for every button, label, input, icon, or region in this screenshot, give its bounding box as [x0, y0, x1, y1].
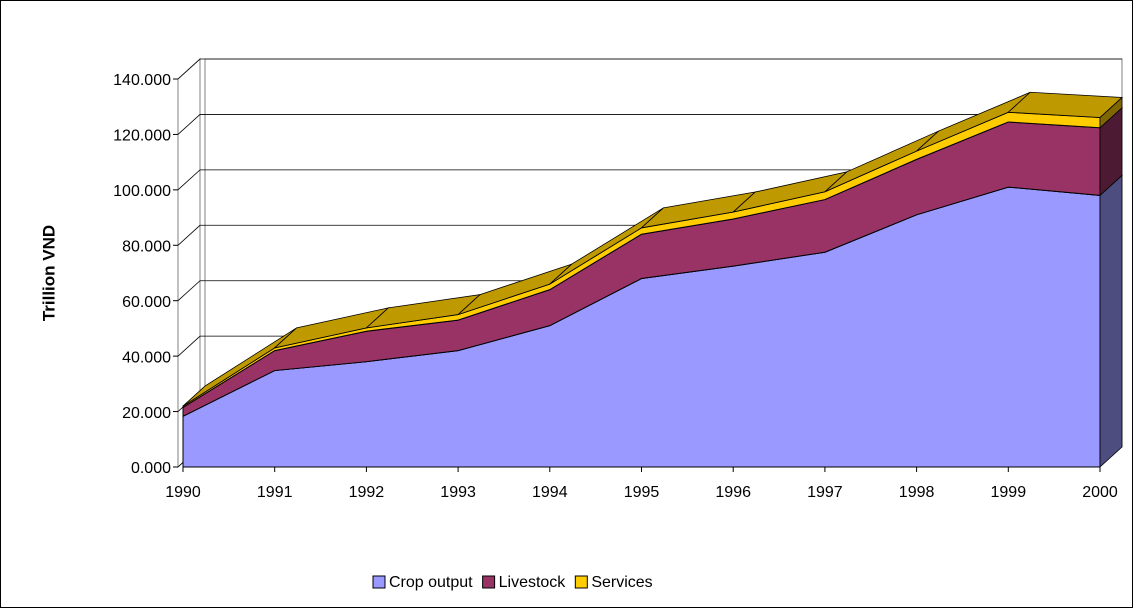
legend-label: Crop output — [389, 574, 473, 591]
x-tick-label: 1996 — [715, 484, 751, 501]
legend-label: Services — [591, 574, 652, 591]
legend-swatch — [482, 575, 496, 589]
x-tick-label: 1997 — [807, 484, 843, 501]
y-tick-label: 120.000 — [113, 128, 171, 145]
legend-swatch — [372, 575, 386, 589]
legend-label: Livestock — [499, 574, 567, 591]
legend-swatch — [574, 575, 588, 589]
area-side — [1099, 174, 1123, 468]
grid-line — [177, 58, 1122, 80]
y-tick-label: 80.000 — [122, 239, 171, 256]
x-tick-label: 1991 — [257, 484, 293, 501]
y-tick-label: 20.000 — [122, 405, 171, 422]
x-tick-label: 1994 — [532, 484, 568, 501]
grid-line — [177, 169, 1122, 191]
x-tick-label: 1992 — [349, 484, 385, 501]
y-tick-label: 40.000 — [122, 349, 171, 366]
grid-line — [177, 114, 1122, 135]
x-tick-label: 1993 — [440, 484, 476, 501]
x-tick-label: 2000 — [1082, 484, 1118, 501]
x-tick-label: 1990 — [165, 484, 201, 501]
x-tick-label: 1999 — [991, 484, 1027, 501]
x-tick-label: 1998 — [899, 484, 935, 501]
legend: Crop output Livestock Services — [372, 574, 653, 591]
x-tick-label: 1995 — [624, 484, 660, 501]
y-tick-label: 0.000 — [131, 460, 171, 477]
y-tick-label: 100.000 — [113, 183, 171, 200]
area-side — [1099, 96, 1123, 129]
y-tick-label: 140.000 — [113, 72, 171, 89]
y-axis-title: Trillion VND — [39, 225, 58, 321]
y-tick-label: 60.000 — [122, 294, 171, 311]
